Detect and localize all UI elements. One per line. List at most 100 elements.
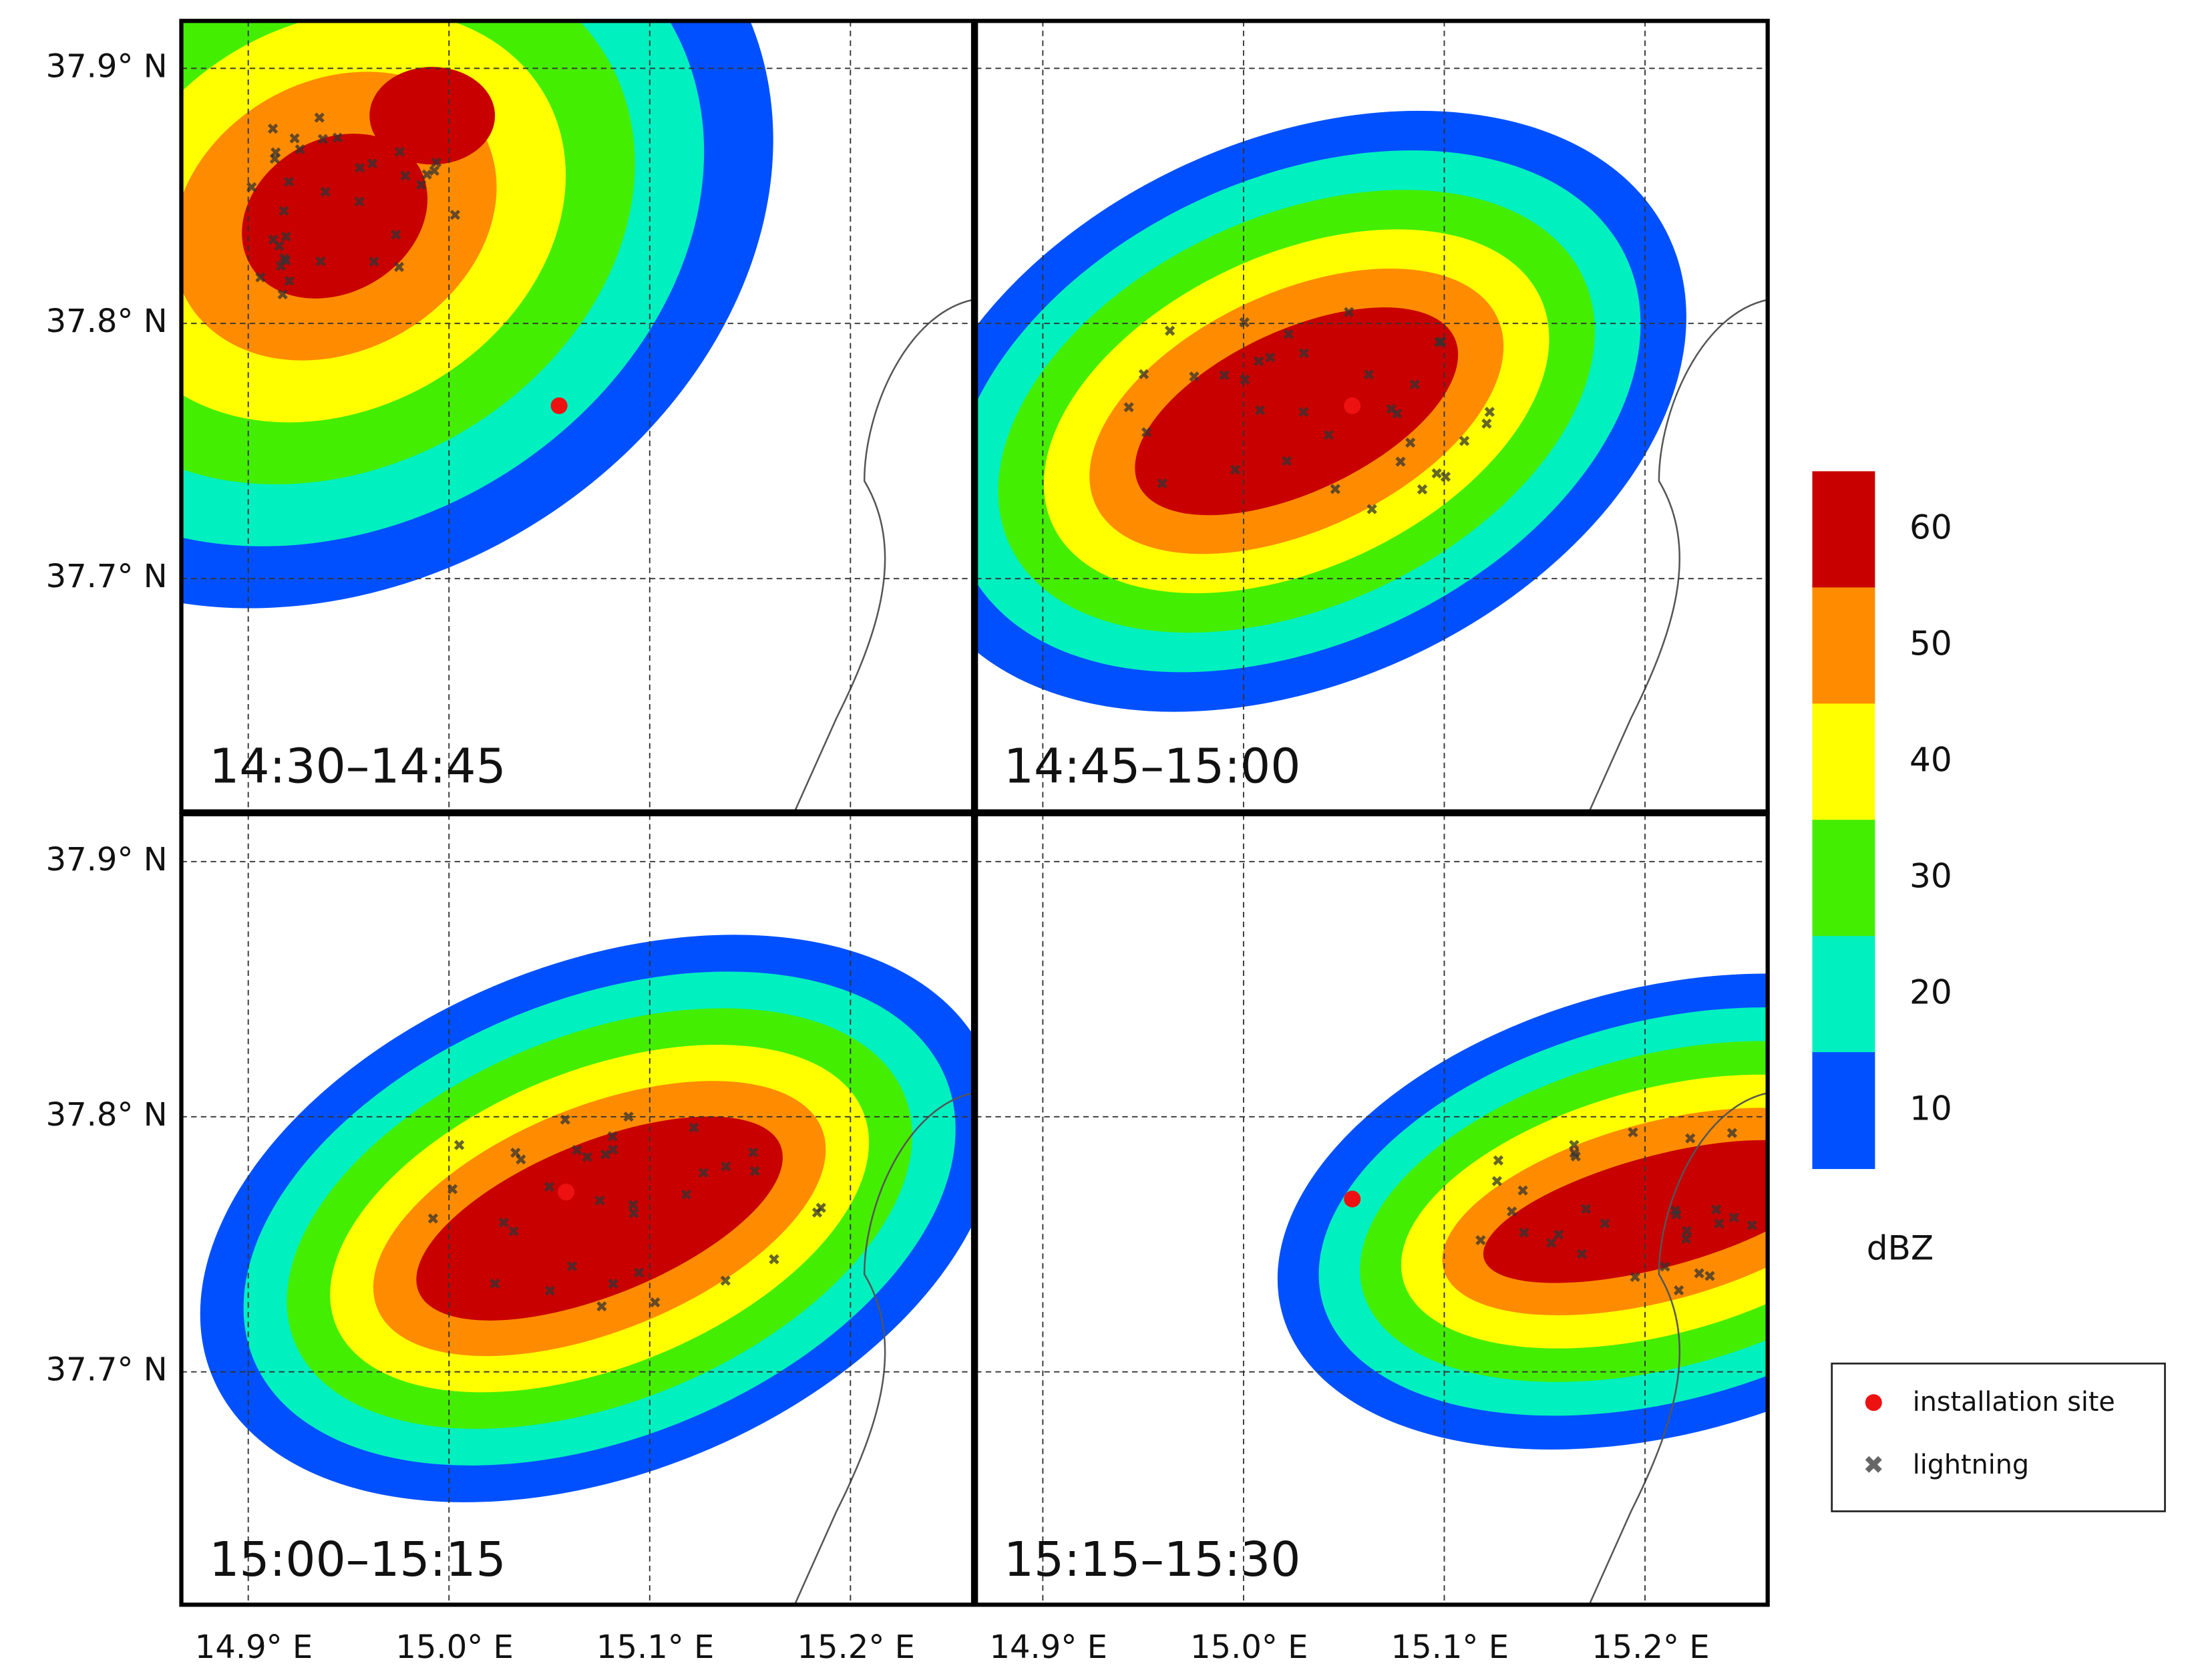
lightning-marker: ✖ (593, 1192, 606, 1210)
x-tick-label: 14.9° E (195, 1629, 313, 1666)
lightning-marker: ✖ (1670, 1206, 1683, 1224)
lightning-marker: ✖ (1140, 425, 1153, 442)
lightning-marker: ✖ (415, 177, 427, 194)
lightning-marker: ✖ (278, 250, 291, 268)
coastline (1588, 299, 1768, 812)
y-tick-label: 37.9° N (46, 47, 168, 85)
lightning-marker: ✖ (1835, 1185, 1847, 1202)
map-panel: ✖✖✖✖✖✖✖✖✖✖✖✖✖✖✖✖✖✖✖✖✖✖✖✖✖✖✖✖✖✖✖✖✖✖✖ (181, 21, 974, 812)
lightning-marker: ✖ (275, 259, 287, 276)
installation-site (558, 1183, 575, 1201)
lightning-marker: ✖ (488, 1276, 501, 1293)
legend-label: lightning (1913, 1450, 2029, 1480)
lightning-marker: ✖ (1362, 367, 1375, 384)
lightning-marker: ✖ (514, 1152, 527, 1169)
legend-site-symbol (1865, 1394, 1882, 1411)
lightning-marker: ✖ (1576, 1246, 1588, 1263)
lightning-marker: ✖ (1492, 1153, 1505, 1170)
lightning-marker: ✖ (331, 130, 344, 148)
panel-frame (974, 812, 1770, 1607)
lightning-marker: ✖ (366, 156, 379, 173)
lightning-marker: ✖ (595, 1299, 608, 1316)
lightning-marker: ✖ (811, 1205, 824, 1222)
lightning-marker: ✖ (367, 254, 380, 271)
installation-site (1344, 1190, 1361, 1208)
panel-frame (974, 19, 1770, 814)
lightning-marker: ✖ (581, 1149, 594, 1166)
lightning-marker: ✖ (1123, 399, 1135, 417)
lightning-marker: ✖ (622, 1109, 635, 1126)
reflectivity-area (1135, 307, 1459, 516)
lightning-marker: ✖ (280, 229, 293, 246)
lightning-marker: ✖ (1680, 1223, 1693, 1240)
lightning-marker: ✖ (1416, 482, 1429, 499)
lightning-marker: ✖ (508, 1224, 520, 1241)
lightning-marker: ✖ (1458, 433, 1471, 450)
lightning-marker: ✖ (1483, 404, 1496, 422)
lightning-marker: ✖ (353, 194, 365, 211)
lightning-marker: ✖ (1568, 1145, 1581, 1162)
reflectivity-area (369, 67, 496, 165)
lightning-marker: ✖ (393, 144, 406, 161)
lightning-marker: ✖ (1658, 1259, 1671, 1277)
lightning-marker: ✖ (632, 1265, 645, 1283)
x-tick-label: 15.2° E (1592, 1629, 1709, 1666)
lightning-marker: ✖ (1672, 1283, 1685, 1300)
lightning-marker: ✖ (1188, 369, 1200, 386)
lightning-marker: ✖ (749, 1163, 761, 1180)
lightning-marker: ✖ (1745, 1218, 1758, 1235)
lightning-marker: ✖ (627, 1205, 640, 1222)
lightning-marker: ✖ (1851, 1180, 1864, 1198)
legend-lightning-symbol: ✖ (1863, 1450, 1884, 1480)
lightning-marker: ✖ (389, 226, 402, 244)
coastline (1588, 1092, 1768, 1605)
lightning-marker: ✖ (1517, 1224, 1530, 1242)
colorbar-segment (1812, 471, 1875, 589)
panel-label: 15:00–15:15 (209, 1532, 506, 1587)
y-tick-label: 37.8° N (46, 1096, 168, 1134)
lightning-marker: ✖ (245, 180, 258, 197)
lightning-marker: ✖ (1580, 1201, 1592, 1218)
lightning-marker: ✖ (428, 163, 441, 180)
lightning-marker: ✖ (1626, 1124, 1639, 1142)
lightning-marker: ✖ (1480, 416, 1493, 434)
coastline (793, 299, 974, 812)
lightning-marker: ✖ (1684, 1130, 1696, 1148)
lightning-marker: ✖ (680, 1186, 693, 1204)
lightning-marker: ✖ (815, 1200, 828, 1217)
lightning-marker: ✖ (1703, 1268, 1716, 1285)
lightning-marker: ✖ (453, 1138, 466, 1155)
lightning-marker: ✖ (1409, 377, 1421, 394)
lightning-marker: ✖ (1329, 481, 1342, 498)
lightning-marker: ✖ (1163, 323, 1176, 341)
lightning-marker: ✖ (283, 174, 295, 191)
lightning-marker: ✖ (294, 142, 307, 159)
lightning-marker: ✖ (1474, 1232, 1487, 1250)
x-tick-label: 15.1° E (1391, 1629, 1509, 1666)
lightning-marker: ✖ (1669, 1202, 1682, 1220)
lightning-marker: ✖ (606, 1129, 618, 1146)
lightning-marker: ✖ (1769, 1134, 1782, 1151)
colorbar-segment (1812, 936, 1875, 1053)
lightning-marker: ✖ (1252, 353, 1265, 371)
lightning-marker: ✖ (267, 232, 280, 249)
lightning-marker: ✖ (697, 1165, 710, 1182)
map-panel: ✖✖✖✖✖✖✖✖✖✖✖✖✖✖✖✖✖✖✖✖✖✖✖✖✖✖✖✖✖✖✖✖✖✖✖ (976, 21, 1768, 812)
lightning-marker: ✖ (649, 1295, 661, 1312)
installation-site (1344, 397, 1361, 414)
x-tick-label: 15.0° E (1190, 1629, 1308, 1666)
reflectivity-area (416, 1116, 783, 1321)
lightning-marker: ✖ (393, 259, 405, 277)
lightning-marker: ✖ (719, 1273, 732, 1291)
lightning-marker: ✖ (1366, 501, 1379, 518)
coastline (793, 1092, 974, 1605)
y-tick-label: 37.7° N (46, 558, 168, 595)
lightning-marker: ✖ (446, 1182, 459, 1199)
lightning-marker: ✖ (427, 1211, 439, 1228)
lightning-marker: ✖ (317, 132, 329, 149)
lightning-marker: ✖ (509, 1145, 522, 1162)
lightning-marker: ✖ (1505, 1204, 1518, 1221)
lightning-marker: ✖ (1297, 404, 1310, 422)
lightning-marker: ✖ (1693, 1265, 1706, 1283)
lightning-marker: ✖ (1218, 367, 1231, 385)
